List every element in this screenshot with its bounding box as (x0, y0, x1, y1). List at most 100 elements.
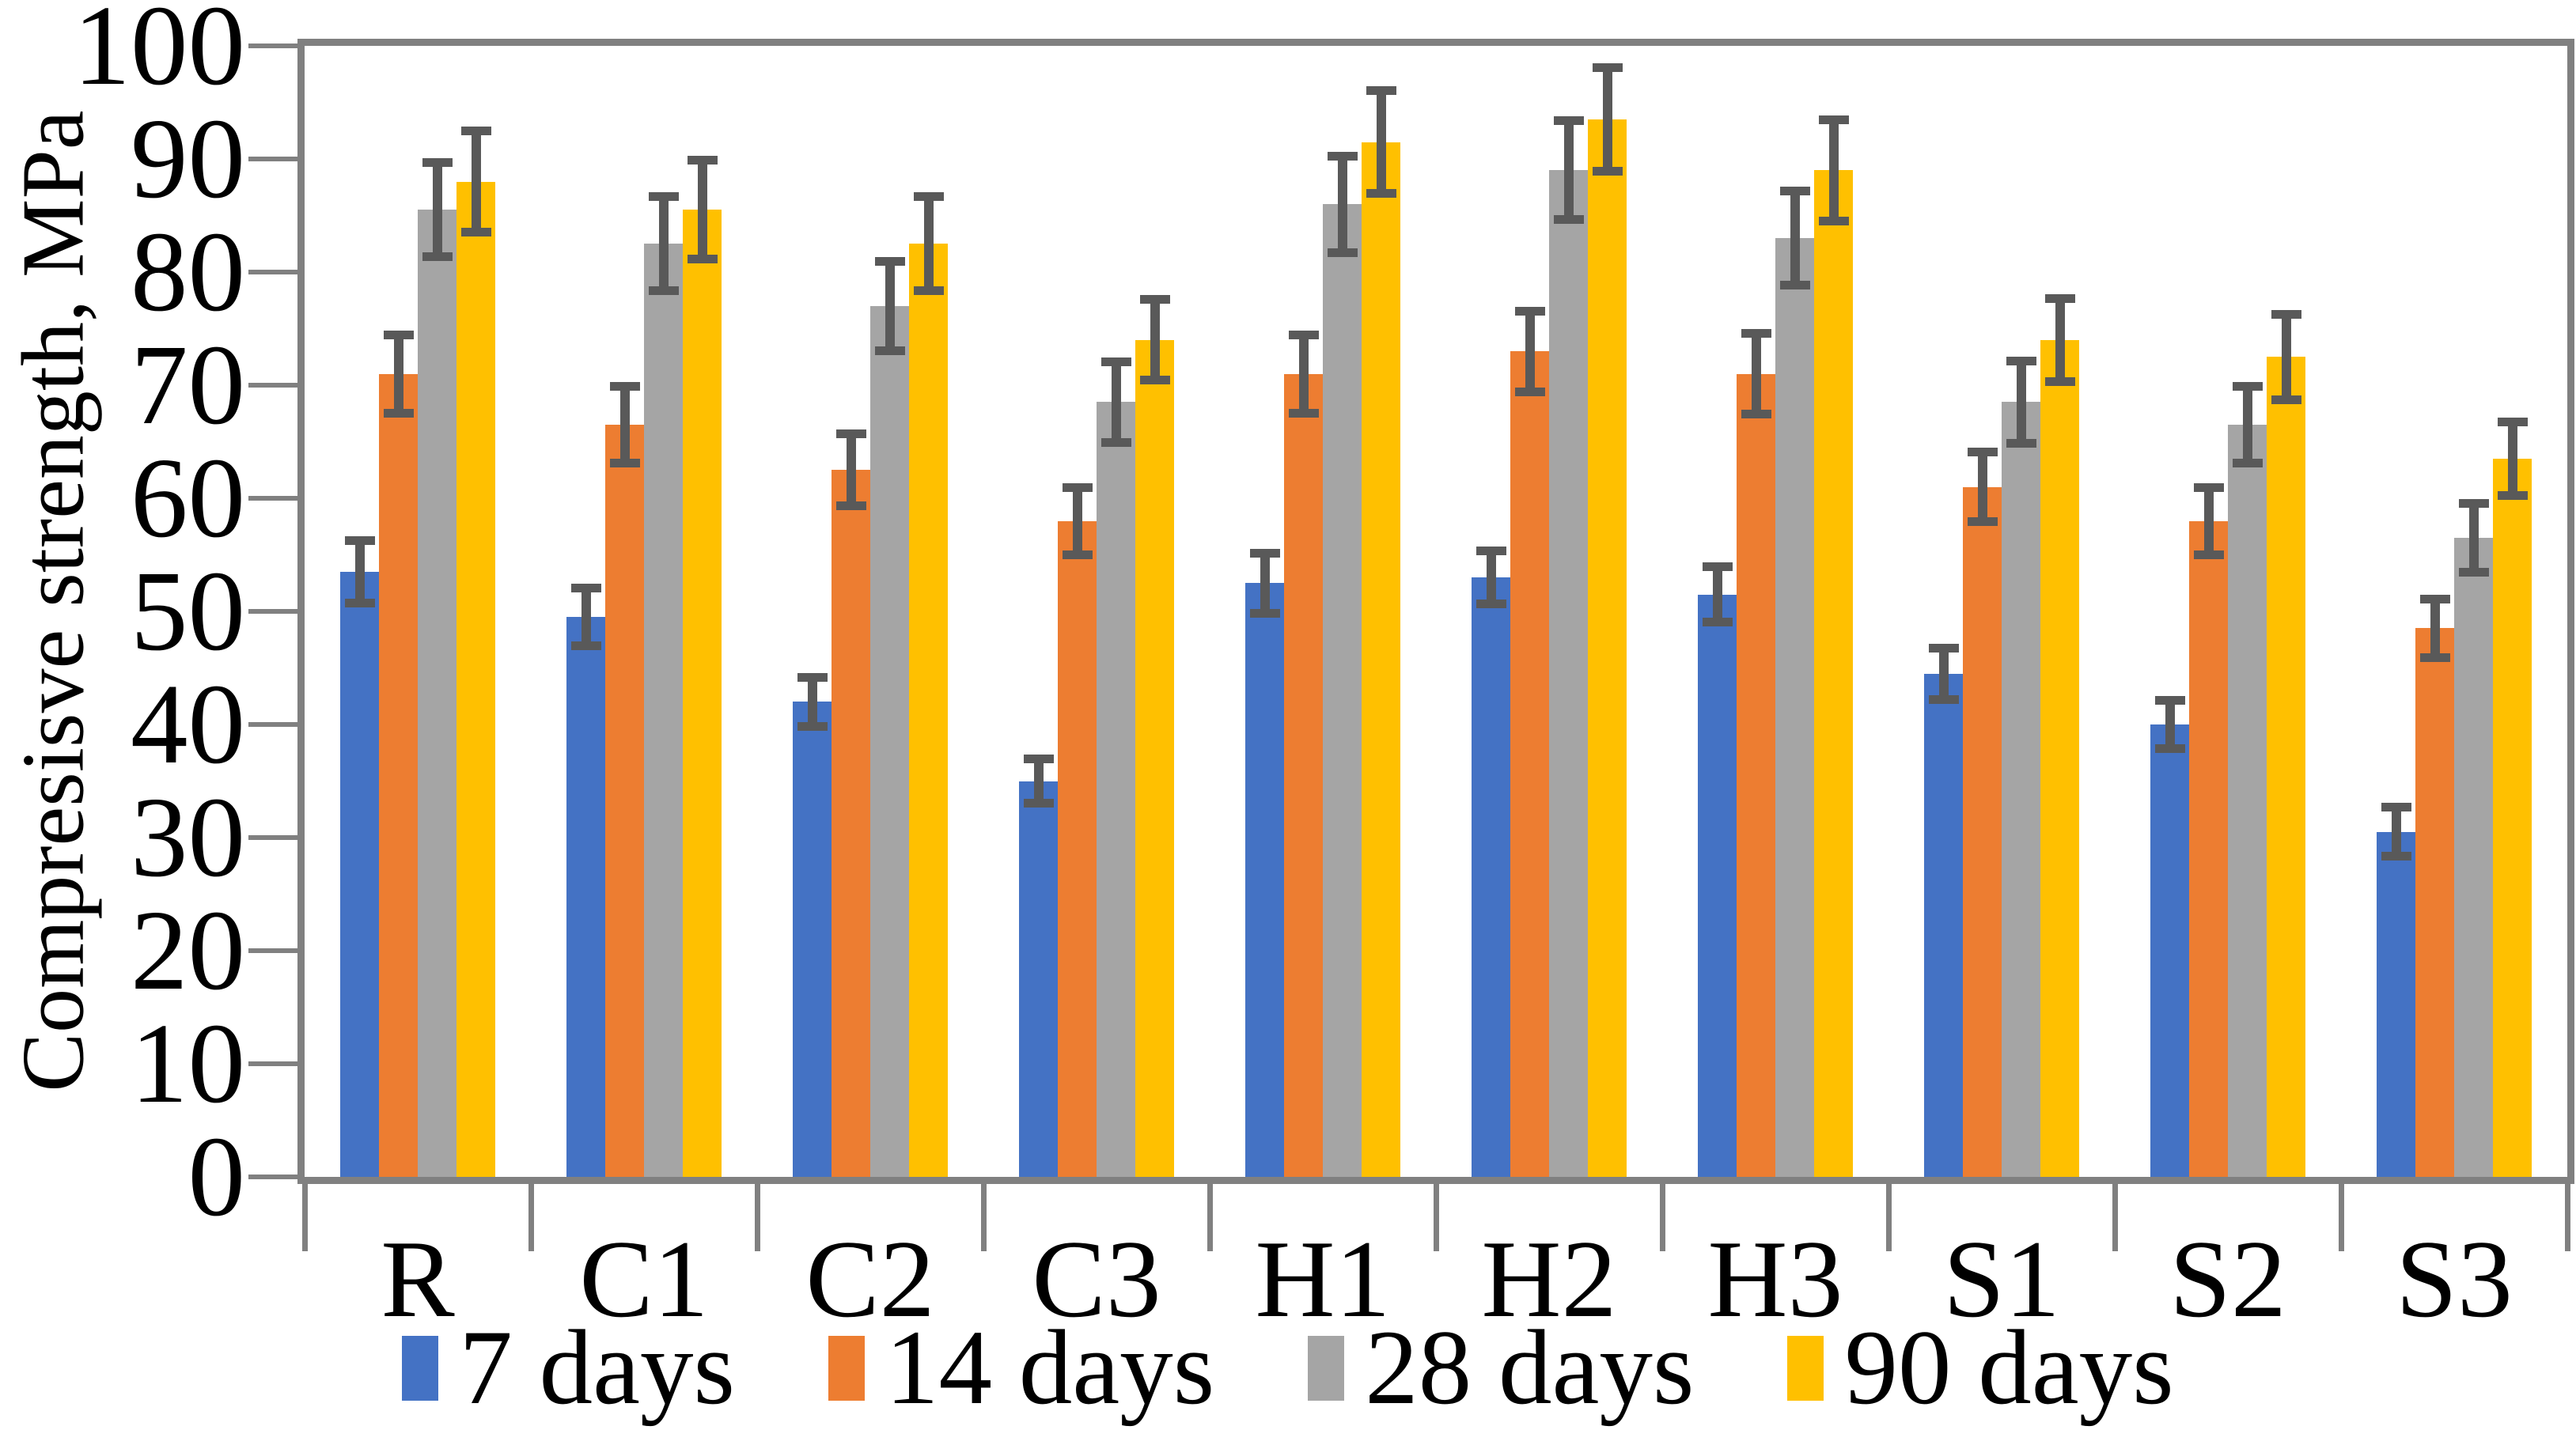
legend-item-90-days: 90 days (1787, 1309, 2174, 1428)
error-bar-cap-top-H2-7-days (1476, 546, 1506, 555)
error-bar-cap-bottom-C1-90-days (687, 255, 718, 264)
error-bar-stem-H3-7-days (1712, 566, 1722, 623)
y-tick-label-70: 70 (131, 322, 245, 448)
bar-H1-14-days (1284, 373, 1323, 1177)
x-category-label-S1: S1 (1943, 1218, 2060, 1341)
bar-H2-90-days (1588, 119, 1627, 1177)
bar-C1-28-days (644, 244, 683, 1177)
y-tick-20 (248, 948, 297, 953)
x-category-label-C3: C3 (1032, 1218, 1161, 1341)
error-bar-cap-top-H2-90-days (1592, 63, 1623, 73)
legend-swatch-14-days (828, 1336, 866, 1401)
bar-S1-28-days (2002, 402, 2040, 1177)
error-bar-cap-top-H2-28-days (1553, 116, 1584, 126)
error-bar-cap-bottom-H1-28-days (1327, 248, 1358, 257)
bar-C2-7-days (793, 702, 832, 1177)
y-tick-label-100: 100 (73, 0, 246, 109)
error-bar-stem-H2-28-days (1563, 120, 1574, 221)
error-bar-cap-bottom-S1-90-days (2044, 376, 2075, 386)
error-bar-cap-top-R-28-days (422, 158, 453, 168)
x-category-label-S2: S2 (2169, 1218, 2286, 1341)
error-bar-cap-top-H1-14-days (1288, 330, 1319, 339)
error-bar-cap-top-H3-28-days (1779, 187, 1810, 196)
error-bar-stem-S1-7-days (1938, 647, 1949, 700)
error-bar-stem-C1-28-days (658, 196, 669, 292)
bar-S1-7-days (1924, 673, 1963, 1177)
error-bar-cap-bottom-H3-28-days (1779, 281, 1810, 290)
error-bar-stem-S3-90-days (2507, 421, 2517, 497)
bar-S2-7-days (2150, 724, 2189, 1177)
error-bar-cap-bottom-C2-90-days (913, 286, 944, 296)
legend-label-90-days: 90 days (1844, 1309, 2174, 1427)
error-bar-cap-top-H3-14-days (1741, 329, 1771, 339)
error-bar-cap-top-C1-28-days (648, 192, 679, 202)
bar-S2-90-days (2267, 357, 2305, 1177)
error-bar-cap-top-S2-28-days (2232, 382, 2263, 392)
error-bar-cap-top-C3-90-days (1139, 295, 1170, 305)
error-bar-stem-S3-14-days (2430, 599, 2440, 658)
error-bar-cap-top-S1-90-days (2044, 293, 2075, 303)
error-bar-cap-top-S2-7-days (2154, 695, 2185, 705)
error-bar-stem-H1-28-days (1337, 155, 1347, 253)
error-bar-cap-top-R-7-days (344, 535, 375, 545)
error-bar-cap-bottom-S2-14-days (2193, 550, 2224, 559)
bar-S3-14-days (2415, 628, 2454, 1177)
legend-label-7-days: 7 days (459, 1309, 736, 1427)
y-tick-label-60: 60 (131, 435, 245, 562)
x-tick-1 (528, 1184, 534, 1251)
bar-H3-7-days (1698, 594, 1737, 1177)
y-tick-label-10: 10 (131, 1001, 245, 1127)
error-bar-cap-bottom-C2-14-days (835, 501, 866, 510)
bar-C2-90-days (909, 244, 948, 1177)
bar-H3-28-days (1775, 238, 1814, 1177)
error-bar-stem-C2-7-days (807, 676, 817, 727)
x-category-label-R: R (381, 1218, 455, 1341)
error-bar-cap-top-C3-28-days (1100, 357, 1131, 366)
error-bar-cap-bottom-C1-7-days (570, 641, 601, 651)
bar-S1-14-days (1963, 486, 2002, 1177)
bar-R-28-days (418, 210, 456, 1177)
legend: 7 days 14 days 28 days 90 days (0, 1309, 2576, 1428)
y-tick-label-30: 30 (131, 774, 245, 901)
bar-C3-28-days (1097, 402, 1135, 1177)
error-bar-stem-R-7-days (354, 539, 365, 603)
error-bar-cap-bottom-C3-14-days (1062, 550, 1093, 559)
error-bar-cap-top-S1-14-days (1967, 448, 1998, 457)
y-tick-30 (248, 835, 297, 840)
error-bar-stem-C2-90-days (923, 196, 934, 292)
error-bar-cap-top-S3-14-days (2419, 595, 2450, 604)
error-bar-cap-top-C1-14-days (609, 382, 640, 392)
x-tick-6 (1659, 1184, 1665, 1251)
x-tick-5 (1433, 1184, 1439, 1251)
y-tick-label-50: 50 (131, 548, 245, 675)
legend-label-28-days: 28 days (1365, 1309, 1695, 1427)
error-bar-cap-bottom-C3-28-days (1100, 437, 1131, 447)
y-tick-label-40: 40 (131, 661, 245, 788)
error-bar-cap-top-S2-90-days (2271, 309, 2301, 319)
error-bar-cap-top-C1-7-days (570, 583, 601, 592)
error-bar-stem-C3-7-days (1033, 758, 1044, 804)
error-bar-cap-bottom-S1-7-days (1928, 694, 1959, 704)
error-bar-cap-bottom-C2-28-days (874, 346, 905, 356)
error-bar-stem-H3-28-days (1790, 191, 1800, 286)
error-bar-stem-H2-14-days (1525, 310, 1535, 392)
bar-H2-7-days (1472, 577, 1510, 1177)
x-tick-2 (754, 1184, 760, 1251)
error-bar-stem-C1-90-days (697, 160, 707, 260)
y-tick-80 (248, 270, 297, 274)
y-tick-10 (248, 1061, 297, 1066)
error-bar-stem-R-90-days (471, 131, 481, 233)
bar-H2-28-days (1549, 170, 1588, 1177)
error-bar-stem-H3-90-days (1828, 119, 1839, 221)
bar-H1-28-days (1323, 204, 1362, 1177)
error-bar-stem-C1-14-days (619, 386, 630, 463)
error-bar-cap-top-H1-7-days (1249, 548, 1280, 558)
x-tick-9 (2338, 1184, 2344, 1251)
error-bar-cap-bottom-H3-14-days (1741, 410, 1771, 419)
y-tick-70 (248, 383, 297, 388)
error-bar-stem-S3-7-days (2391, 807, 2401, 857)
error-bar-stem-S2-7-days (2165, 699, 2175, 750)
error-bar-cap-bottom-C1-14-days (609, 458, 640, 467)
x-category-label-S3: S3 (2396, 1218, 2513, 1341)
